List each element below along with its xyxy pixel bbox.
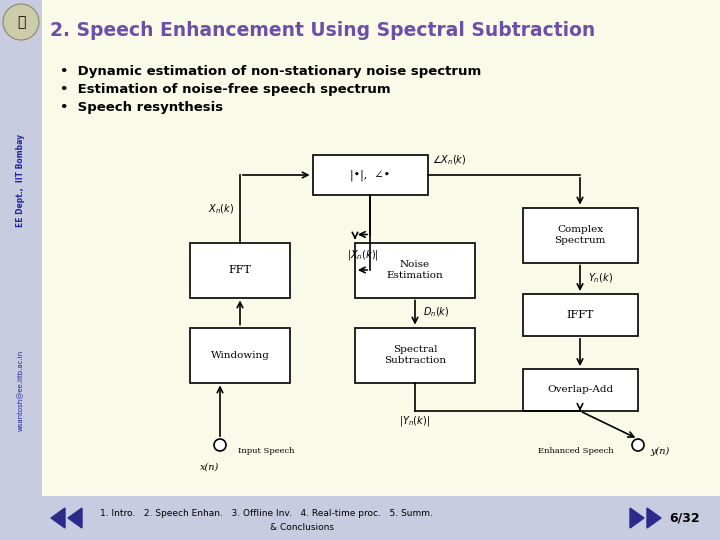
Text: FFT: FFT [228,265,251,275]
Text: EE Dept.,  IIT Bombay: EE Dept., IIT Bombay [17,133,25,227]
Bar [523,207,637,262]
Text: Noise
Estimation: Noise Estimation [387,260,444,280]
Text: $D_n(k)$: $D_n(k)$ [423,306,449,319]
Text: |•|,  ∠•: |•|, ∠• [350,169,390,181]
Text: $X_n(k)$: $X_n(k)$ [208,202,234,215]
Text: IFFT: IFFT [567,310,594,320]
Text: y(n): y(n) [650,447,670,456]
Circle shape [632,439,644,451]
Polygon shape [630,508,644,528]
Text: 1. Intro.   2. Speech Enhan.   3. Offline Inv.   4. Real-time proc.   5. Summ.: 1. Intro. 2. Speech Enhan. 3. Offline In… [100,510,433,518]
Text: $|Y_n(k)|$: $|Y_n(k)|$ [400,415,431,429]
Bar [355,242,475,298]
Polygon shape [68,508,82,528]
Text: x(n): x(n) [200,463,220,472]
Circle shape [3,4,39,40]
Text: Complex
Spectrum: Complex Spectrum [554,225,606,245]
Text: Input Speech: Input Speech [238,447,294,455]
Text: •  Speech resynthesis: • Speech resynthesis [60,102,223,114]
Polygon shape [51,508,65,528]
Bar [190,242,290,298]
Text: wsantosh@ee.iitb.ac.in: wsantosh@ee.iitb.ac.in [18,349,24,430]
Bar [355,327,475,382]
Bar [0,0,42,540]
Text: •  Estimation of noise-free speech spectrum: • Estimation of noise-free speech spectr… [60,84,391,97]
Bar [523,369,637,411]
Text: Overlap-Add: Overlap-Add [547,386,613,395]
Circle shape [214,439,226,451]
Text: •  Dynamic estimation of non-stationary noise spectrum: • Dynamic estimation of non-stationary n… [60,65,481,78]
Text: Windowing: Windowing [210,350,269,360]
Text: $\angle X_n(k)$: $\angle X_n(k)$ [433,153,467,167]
Text: $Y_n(k)$: $Y_n(k)$ [588,272,613,285]
Text: Enhanced Speech: Enhanced Speech [538,447,613,455]
Text: 2. Speech Enhancement Using Spectral Subtraction: 2. Speech Enhancement Using Spectral Sub… [50,21,595,39]
Text: & Conclusions: & Conclusions [270,523,334,532]
Text: $|X_n(k)|$: $|X_n(k)|$ [346,248,379,262]
Bar [190,327,290,382]
Polygon shape [647,508,661,528]
Bar [523,294,637,336]
Text: 🏛: 🏛 [17,15,25,29]
Text: Spectral
Subtraction: Spectral Subtraction [384,345,446,365]
Bar [0,496,720,540]
Bar [312,155,428,195]
Text: 6/32: 6/32 [670,511,700,524]
